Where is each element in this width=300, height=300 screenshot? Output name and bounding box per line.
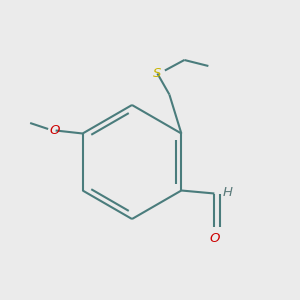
- Text: O: O: [209, 232, 220, 245]
- Text: S: S: [153, 67, 162, 80]
- Text: O: O: [50, 124, 60, 137]
- Text: H: H: [223, 185, 233, 199]
